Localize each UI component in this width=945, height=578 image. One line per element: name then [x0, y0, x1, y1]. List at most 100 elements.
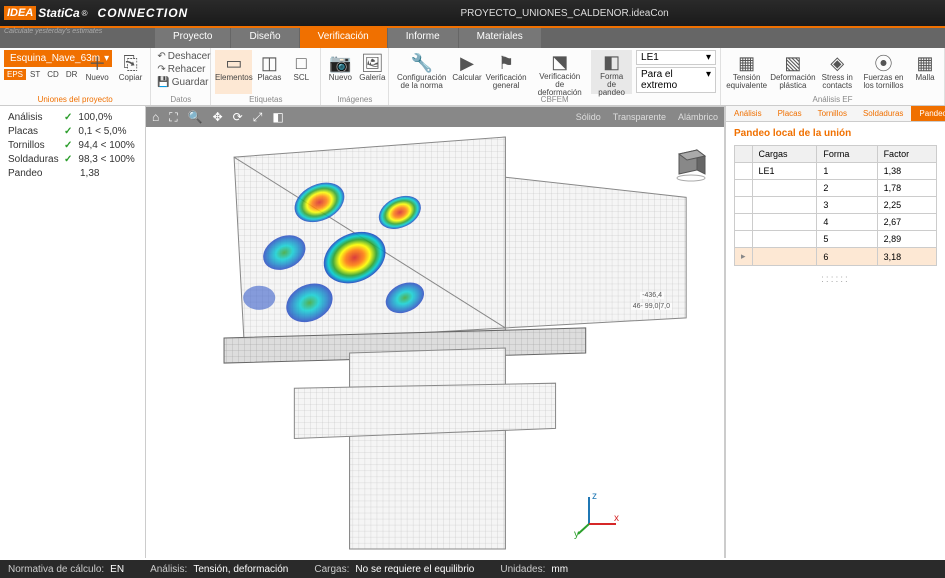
eraser-icon[interactable]: ◧	[272, 110, 283, 124]
col-factor: Factor	[877, 146, 936, 163]
tab-proyecto[interactable]: Proyecto	[155, 28, 230, 48]
logo-text: StatiCa	[38, 6, 79, 20]
svg-text:x: x	[614, 513, 619, 524]
table-row[interactable]: 21,78	[735, 180, 937, 197]
col-cargas: Cargas	[752, 146, 817, 163]
tagline: Calculate yesterday's estimates	[4, 28, 102, 35]
forma-pandeo-button[interactable]: ◧Forma de pandeo	[591, 50, 632, 94]
table-row[interactable]: 52,89	[735, 231, 937, 248]
logo-sup: ®	[82, 9, 88, 18]
copiar-button[interactable]: ⎘ Copiar	[115, 50, 147, 94]
viewport-canvas[interactable]: -436,4 46- 99,0|7,0 z x y	[146, 127, 724, 559]
rtab-tornillos[interactable]: Tornillos	[810, 106, 855, 121]
scl-icon: □	[290, 52, 312, 74]
right-panel: Análisis Placas Tornillos Soldaduras Pan…	[725, 106, 945, 558]
mode-alambrico[interactable]: Alámbrico	[678, 112, 718, 122]
nuevo-label: Nuevo	[86, 74, 109, 82]
rtab-placas[interactable]: Placas	[770, 106, 810, 121]
home-icon[interactable]: ⌂	[152, 110, 159, 124]
node-label-2: 46- 99,0|7,0	[631, 303, 672, 310]
sb-ana-label: Análisis:	[150, 564, 187, 575]
config-norma-button[interactable]: 🔧Configuración de la norma	[393, 50, 450, 94]
mini-dr[interactable]: DR	[63, 69, 81, 80]
table-row[interactable]: 42,67	[735, 214, 937, 231]
verif-deform-button[interactable]: ⬔Verificación de deformación	[530, 50, 589, 94]
calcular-button[interactable]: ▶Calcular	[452, 50, 482, 94]
rtab-pandeo[interactable]: Pandeo	[911, 106, 945, 121]
deshacer-button[interactable]: ↶Deshacer	[155, 50, 206, 63]
expand-icon[interactable]: ⤢	[253, 110, 263, 125]
table-row[interactable]: LE111,38	[735, 163, 937, 180]
plastic-icon: ▧	[782, 52, 804, 74]
splitter-grip[interactable]: ::::::	[726, 274, 945, 285]
check-icon: ✓	[64, 140, 72, 151]
buckling-icon: ◧	[601, 52, 623, 73]
rtab-soldaduras[interactable]: Soldaduras	[855, 106, 911, 121]
deform-icon: ⬔	[549, 52, 571, 73]
logo-connection: CONNECTION	[98, 6, 189, 20]
img-nuevo-button[interactable]: 📷Nuevo	[325, 50, 355, 94]
viewport-3d[interactable]: ⌂ ⛶ 🔍 ✥ ⟳ ⤢ ◧ Sólido Transparente Alámbr…	[145, 106, 725, 558]
group-label-project: Uniones del proyecto	[0, 95, 150, 104]
group-label-datos: Datos	[151, 95, 210, 104]
nav-cube[interactable]	[669, 142, 709, 182]
result-row: Soldaduras✓98,3 < 100%	[8, 154, 137, 165]
mode-transparente[interactable]: Transparente	[613, 112, 666, 122]
tension-icon: ▦	[736, 52, 758, 74]
elementos-button[interactable]: ▭Elementos	[215, 50, 252, 94]
tab-informe[interactable]: Informe	[388, 28, 458, 48]
svg-text:z: z	[592, 491, 597, 502]
results-panel: Análisis✓100,0% Placas✓0,1 < 5,0% Tornil…	[0, 106, 145, 558]
calc-icon: ▶	[456, 52, 478, 74]
para-selector[interactable]: Para el extremo▾	[636, 67, 716, 93]
result-row: Placas✓0,1 < 5,0%	[8, 126, 137, 137]
axes-gizmo: z x y	[574, 489, 624, 539]
model-svg	[146, 127, 724, 559]
table-row[interactable]: 32,25	[735, 197, 937, 214]
viewport-toolbar: ⌂ ⛶ 🔍 ✥ ⟳ ⤢ ◧ Sólido Transparente Alámbr…	[146, 107, 724, 127]
statusbar: Normativa de cálculo:EN Análisis:Tensión…	[0, 560, 945, 578]
placas-button[interactable]: ◫Placas	[254, 50, 284, 94]
malla-button[interactable]: ▦Malla	[910, 50, 940, 94]
table-row[interactable]: ▸63,18	[735, 248, 937, 266]
sb-uni-label: Unidades:	[500, 564, 545, 575]
zoom-extents-icon[interactable]: ⛶	[169, 110, 177, 125]
tab-materiales[interactable]: Materiales	[459, 28, 541, 48]
deform-button[interactable]: ▧Deformación plástica	[770, 50, 815, 94]
elements-icon: ▭	[223, 52, 245, 74]
rtab-analisis[interactable]: Análisis	[726, 106, 770, 121]
group-label-analisis: Análisis EF	[721, 95, 944, 104]
sb-uni-value: mm	[551, 564, 568, 575]
rotate-icon[interactable]: ⟳	[233, 110, 243, 124]
mode-solido[interactable]: Sólido	[576, 112, 601, 122]
pan-icon[interactable]: ✥	[213, 110, 223, 124]
tab-diseno[interactable]: Diseño	[231, 28, 298, 48]
mini-st[interactable]: ST	[27, 69, 43, 80]
nuevo-button[interactable]: ＋ Nuevo	[82, 50, 113, 94]
tab-verificacion[interactable]: Verificación	[300, 28, 387, 48]
copy-icon: ⎘	[120, 52, 142, 74]
copiar-label: Copiar	[119, 74, 143, 82]
scl-button[interactable]: □SCL	[286, 50, 316, 94]
sb-car-label: Cargas:	[314, 564, 349, 575]
result-row: Análisis✓100,0%	[8, 112, 137, 123]
zoom-icon[interactable]: 🔍	[188, 110, 203, 124]
guardar-button[interactable]: 💾Guardar	[155, 76, 206, 89]
mini-cd[interactable]: CD	[44, 69, 62, 80]
stress-button[interactable]: ◈Stress in contacts	[818, 50, 857, 94]
fuerzas-button[interactable]: ⦿Fuerzas en los tornillos	[859, 50, 908, 94]
tension-button[interactable]: ▦Tensión equivalente	[725, 50, 768, 94]
check-icon: ✓	[64, 126, 72, 137]
galeria-button[interactable]: 🖼Galería	[357, 50, 387, 94]
node-label-1: -436,4	[640, 292, 664, 299]
le-selector[interactable]: LE1▾	[636, 50, 716, 65]
result-row: Tornillos✓94,4 < 100%	[8, 140, 137, 151]
group-label-imag: Imágenes	[321, 95, 388, 104]
panel-title: Pandeo local de la unión	[726, 122, 945, 145]
rehacer-button[interactable]: ↷Rehacer	[155, 63, 206, 76]
svg-text:y: y	[574, 529, 579, 539]
verif-general-button[interactable]: ⚑Verificación general	[484, 50, 528, 94]
contact-icon: ◈	[826, 52, 848, 74]
mesh-icon: ▦	[914, 52, 936, 74]
mini-eps[interactable]: EPS	[4, 69, 26, 80]
